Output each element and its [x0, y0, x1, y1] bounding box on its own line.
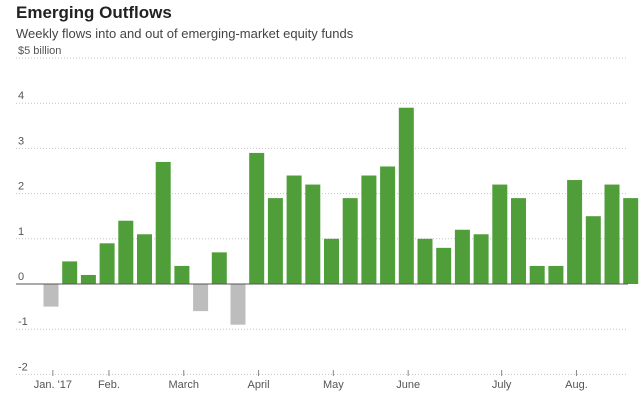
bar [193, 284, 209, 312]
y-tick-label: 0 [18, 271, 24, 283]
bar [230, 284, 246, 325]
y-tick-label: $5 billion [18, 45, 61, 57]
bar [211, 252, 227, 284]
bar [529, 265, 545, 284]
bar [305, 184, 321, 284]
bar [62, 261, 78, 284]
bar [118, 220, 134, 284]
bar [249, 152, 265, 284]
bar [174, 265, 190, 284]
y-tick-label: -2 [18, 361, 28, 373]
bar [567, 180, 583, 284]
bar [604, 184, 620, 284]
y-axis-labels: $5 billion 4 3 2 1 0 -1 -2 [18, 45, 61, 373]
bar [436, 247, 452, 284]
chart-subtitle: Weekly flows into and out of emerging-ma… [16, 26, 354, 41]
bar [492, 184, 508, 284]
x-tick-label: April [248, 379, 270, 391]
bar [155, 161, 171, 284]
x-tick-label: May [323, 379, 344, 391]
bar [511, 198, 526, 284]
x-tick-label: Aug. [565, 379, 588, 391]
y-tick-label: 3 [18, 135, 24, 147]
chart-title: Emerging Outflows [16, 3, 172, 22]
bar [417, 238, 433, 284]
x-axis: Jan. '17 Feb. March April May June July Aug. [16, 283, 628, 391]
bar [43, 284, 59, 307]
bar [361, 175, 377, 284]
bar [585, 216, 601, 284]
x-tick-label: Jan. '17 [34, 379, 72, 391]
bar [324, 238, 339, 284]
bars [43, 107, 639, 325]
bar [342, 198, 358, 284]
bar [80, 274, 96, 284]
y-tick-label: 1 [18, 226, 24, 238]
bar [623, 198, 639, 284]
bar [380, 166, 396, 284]
x-tick-label: March [168, 379, 199, 391]
bar [137, 234, 152, 284]
x-tick-label: June [396, 379, 420, 391]
gridlines [16, 57, 628, 375]
x-tick-label: July [492, 379, 512, 391]
y-tick-label: -1 [18, 316, 28, 328]
bar [398, 107, 414, 284]
y-tick-label: 2 [18, 181, 24, 193]
bar [454, 229, 470, 284]
bar [99, 243, 115, 284]
bar [267, 198, 283, 284]
x-tick-label: Feb. [98, 379, 120, 391]
y-tick-label: 4 [18, 90, 24, 102]
bar [548, 265, 564, 284]
bar [286, 175, 302, 284]
bar [473, 234, 489, 284]
